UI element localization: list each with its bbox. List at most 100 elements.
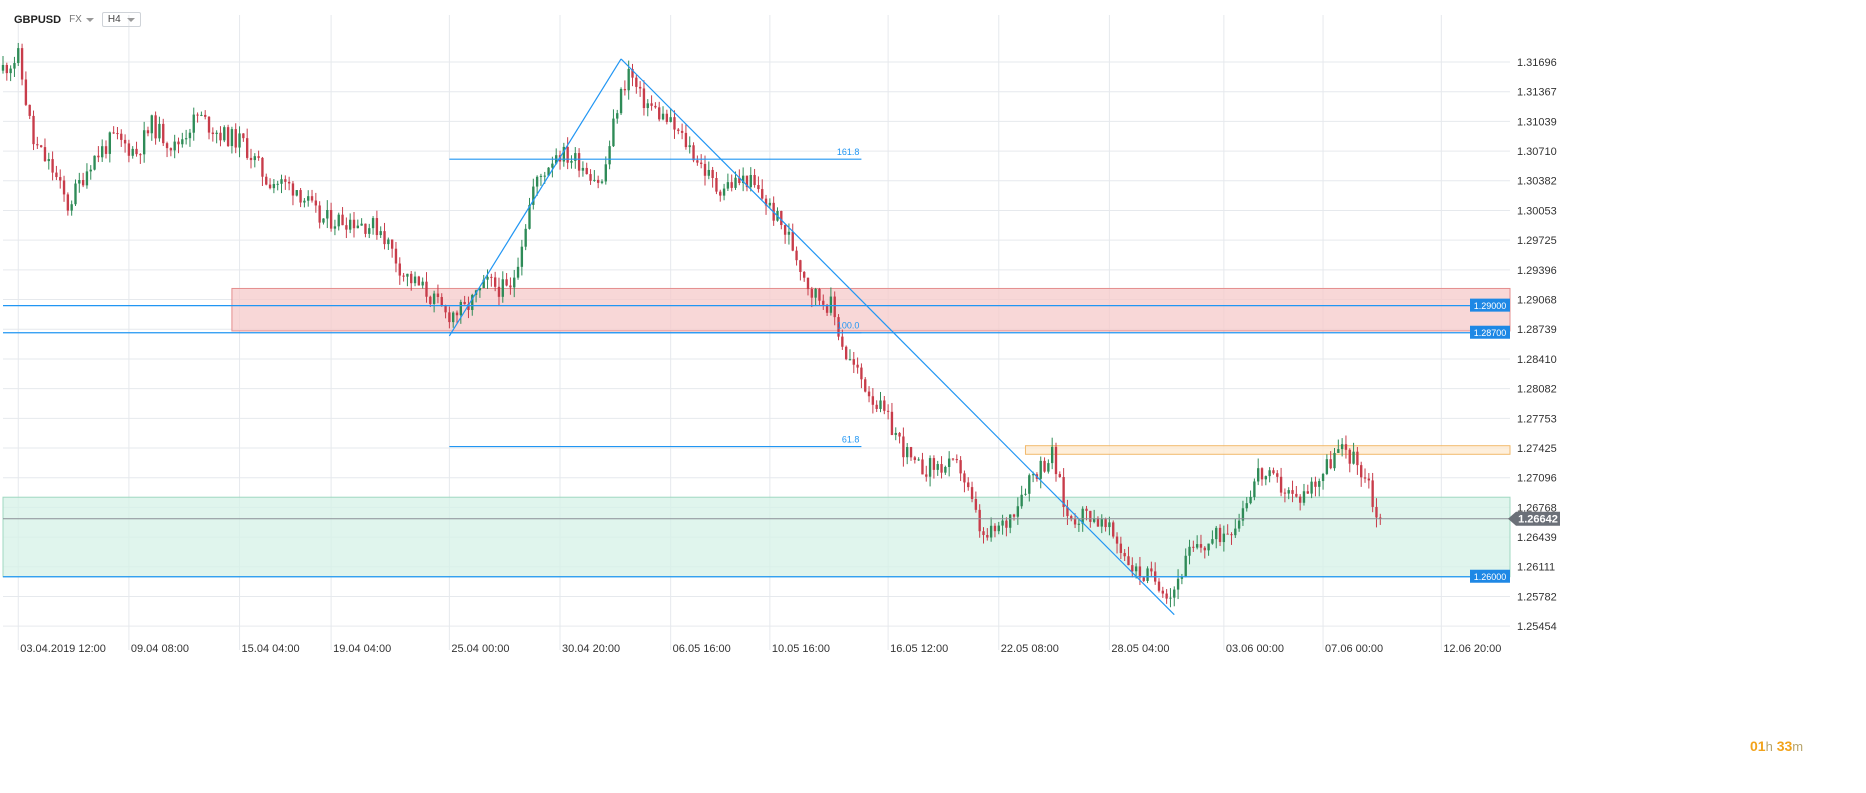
candle-body [715,178,718,192]
candle-body [181,139,184,145]
y-tick-label: 1.30382 [1517,176,1557,188]
candle-body [1089,510,1092,522]
candle-body [703,163,707,176]
candle-countdown: 01h 33m [1750,738,1803,754]
y-tick-label: 1.28410 [1517,354,1557,366]
candle-body [574,153,577,161]
candle-body [722,188,726,196]
candle-body [1157,581,1161,591]
x-tick-label: 25.04 00:00 [451,643,509,655]
candle-body [226,127,230,147]
candle-body [1329,459,1332,469]
candle-body [413,276,417,284]
candle-body [1344,444,1348,450]
candle-body [1218,527,1222,543]
candle-body [490,276,493,278]
candle-body [1024,493,1027,495]
chart-header: GBPUSD FX H4 [14,12,141,27]
candle-body [829,296,833,313]
candle-body [1146,568,1149,581]
y-tick-label: 1.27096 [1517,473,1557,485]
candle-body [986,534,989,538]
market-selector[interactable]: FX [69,14,94,25]
candle-body [1279,476,1283,493]
candle-body [806,277,810,290]
candle-body [1127,556,1130,566]
candle-body [59,177,62,181]
candle-body [1192,546,1195,548]
candle-body [352,219,356,229]
candle-body [1138,566,1142,578]
candle-body [631,68,634,78]
countdown-minutes: 33 [1776,738,1793,754]
candle-body [97,155,100,158]
y-tick-label: 1.26768 [1517,502,1557,514]
candle-body [1070,516,1073,520]
candle-body [310,196,314,201]
candle-body [135,148,138,155]
y-tick-label: 1.28082 [1517,384,1557,396]
current-price-label: 1.26642 [1518,514,1558,526]
candle-body [1195,544,1199,548]
candle-body [963,473,966,483]
candle-body [245,138,249,158]
candle-body [93,155,96,170]
candle-body [890,411,894,435]
candle-body [925,474,928,477]
candle-body [116,133,119,135]
candle-body [837,317,840,337]
candle-body [154,115,157,139]
candle-body [265,176,268,185]
candle-body [230,129,234,147]
y-tick-label: 1.31696 [1517,57,1557,69]
candle-body [47,159,50,162]
candle-body [337,214,340,227]
candle-body [329,210,333,229]
y-tick-label: 1.29725 [1517,235,1557,247]
candle-body [32,115,35,145]
candle-body [848,359,852,361]
fib-level-label: 61.8 [842,435,860,445]
candle-body [123,139,127,144]
candle-body [623,89,627,91]
candle-body [913,457,917,460]
candle-body [650,103,653,106]
timeframe-selector[interactable]: H4 [101,12,141,27]
candle-body [627,68,630,91]
x-tick-label: 28.05 04:00 [1111,643,1169,655]
candle-body [280,179,283,184]
candle-body [108,132,112,154]
candle-body [1283,492,1287,494]
candle-body [36,144,39,146]
candle-body [1047,463,1050,472]
candle-body [448,312,451,323]
candle-body [1340,444,1344,450]
candle-body [822,300,825,305]
candle-body [886,410,890,412]
candle-body [856,364,859,368]
y-tick-label: 1.27425 [1517,443,1557,455]
candle-body [139,154,142,156]
candle-body [562,146,566,162]
candle-body [879,400,882,409]
candle-body [1237,520,1241,529]
candle-body [417,276,421,286]
candle-body [1050,446,1054,464]
candle-body [55,172,58,178]
candle-body [707,169,710,176]
candle-body [1333,452,1336,469]
candle-body [547,167,550,176]
candle-body [1176,578,1180,590]
trend-line[interactable] [448,58,622,337]
level-price-label: 1.28700 [1474,328,1507,338]
candle-body [356,225,359,229]
fib-level-label: 100.0 [837,321,860,331]
candle-body [1253,481,1256,497]
trend-line[interactable] [620,58,1175,616]
candle-body [730,182,733,188]
candle-body [989,525,993,538]
candle-body [314,200,318,206]
candle-body [146,130,150,134]
